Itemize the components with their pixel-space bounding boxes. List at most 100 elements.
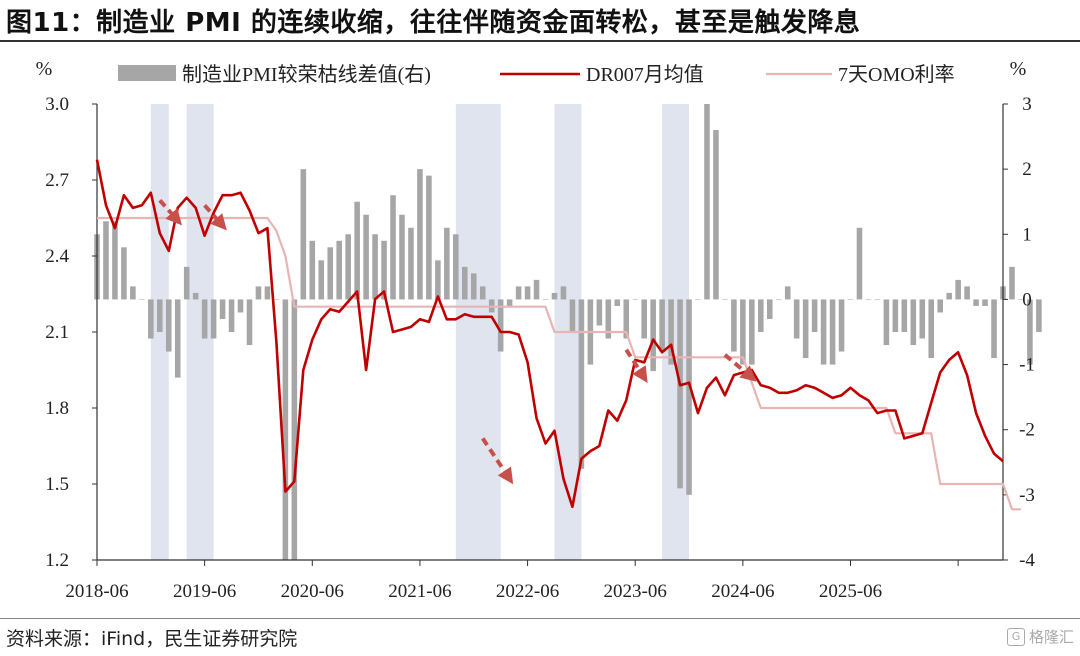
combo-chart: 3.0 2.7 2.4 2.1 1.8 1.5 1.2 3 2 1 0 -1 -2 -3 -4 2018-06… — [36, 58, 1042, 602]
legend-label-omo: 7天OMO利率 — [838, 63, 955, 86]
pmi-bar — [291, 299, 298, 560]
pmi-bar — [1009, 266, 1015, 300]
pmi-bar — [327, 247, 334, 300]
pmi-bar — [381, 240, 387, 300]
x-tick-label: 2019-06 — [173, 581, 236, 602]
trend-arrow — [158, 198, 182, 226]
pmi-bar — [192, 292, 199, 300]
pmi-bar — [668, 299, 674, 365]
trend-arrow — [203, 204, 227, 231]
pmi-bar — [973, 299, 979, 306]
title-divider — [0, 40, 1080, 42]
pmi-bar — [183, 266, 190, 300]
pmi-bar — [623, 299, 630, 339]
x-tick-label: 2021-06 — [388, 581, 451, 602]
left-tick-label: 2.7 — [45, 170, 69, 191]
pmi-bar — [919, 299, 926, 339]
shaded-region — [455, 104, 501, 560]
pmi-bar — [282, 299, 289, 560]
omo-line-group — [97, 216, 1021, 511]
shaded-region — [186, 104, 214, 560]
pmi-bar — [632, 299, 638, 300]
pmi-bar — [820, 299, 827, 365]
pmi-bar — [426, 175, 432, 300]
right-unit-label: % — [1010, 58, 1027, 80]
pmi-bar — [856, 227, 863, 300]
pmi-bar — [273, 299, 280, 300]
right-tick-label: -4 — [1019, 550, 1035, 571]
right-tick-label: -3 — [1019, 485, 1035, 506]
watermark-logo-icon: G — [1006, 627, 1025, 646]
pmi-bar — [309, 240, 316, 300]
pmi-bar — [435, 260, 441, 300]
trend-arrow — [624, 348, 648, 383]
pmi-bar — [417, 169, 423, 300]
pmi-bar — [264, 286, 271, 300]
pmi-bar — [165, 299, 172, 352]
right-tick-label: 0 — [1022, 289, 1032, 310]
pmi-bar — [829, 299, 836, 365]
pmi-bar — [811, 299, 818, 332]
pmi-bar — [955, 279, 961, 300]
left-tick-label: 1.8 — [45, 398, 69, 419]
pmi-bar — [363, 214, 369, 300]
pmi-bar — [650, 299, 656, 372]
pmi-bar — [731, 299, 737, 352]
watermark: G 格隆汇 — [1006, 626, 1074, 647]
pmi-bar — [883, 299, 890, 346]
pmi-bar — [784, 286, 791, 300]
page-title: 图11：制造业 PMI 的连续收缩，往往伴随资金面转松，甚至是触发降息 — [6, 8, 861, 38]
legend-label-dr007: DR007月均值 — [586, 63, 704, 86]
pmi-bar — [560, 286, 567, 300]
x-tick-label: 2020-06 — [281, 581, 344, 602]
legend-label-pmi: 制造业PMI较荣枯线差值(右) — [182, 63, 431, 86]
right-tick-label: 3 — [1022, 94, 1032, 115]
pmi-bar — [255, 286, 262, 300]
pmi-bar — [237, 299, 244, 313]
right-tick-label: 2 — [1022, 159, 1032, 180]
pmi-bar — [148, 299, 154, 339]
pmi-bar — [453, 234, 459, 300]
pmi-bar — [1018, 299, 1024, 300]
pmi-bar — [533, 279, 540, 300]
source-divider — [0, 618, 1080, 619]
left-tick-label: 3.0 — [45, 94, 69, 115]
pmi-bar — [506, 299, 513, 306]
x-tick-label: 2024-06 — [711, 581, 774, 602]
pmi-bar — [605, 299, 612, 339]
pmi-bar — [614, 299, 621, 306]
pmi-bar — [937, 299, 943, 313]
pmi-bar — [174, 299, 181, 378]
pmi-bar — [722, 299, 728, 300]
pmi-bar — [659, 299, 665, 352]
pmi-bar — [982, 299, 988, 306]
pmi-bar — [372, 234, 378, 300]
pmi-bar — [847, 299, 854, 300]
pmi-bar — [354, 201, 360, 300]
pmi-bar — [139, 299, 145, 300]
pmi-bar — [749, 299, 755, 365]
x-tick-label: 2025-06 — [819, 581, 882, 602]
pmi-bar — [246, 299, 253, 346]
pmi-bar — [201, 299, 208, 339]
pmi-bar — [695, 299, 701, 300]
pmi-bar — [874, 299, 881, 300]
pmi-bar — [103, 221, 109, 300]
pmi-bar — [390, 195, 396, 300]
pmi-bar — [892, 299, 899, 332]
pmi-bar — [542, 299, 549, 300]
left-unit-label: % — [36, 58, 53, 80]
pmi-bar — [121, 247, 127, 300]
left-tick-label: 1.5 — [45, 474, 69, 495]
pmi-bar — [766, 299, 773, 319]
x-tick-label: 2022-06 — [496, 581, 559, 602]
pmi-bar — [336, 240, 342, 300]
pmi-bar — [345, 234, 351, 300]
pmi-bar — [686, 299, 692, 495]
source-note: 资料来源：iFind，民生证券研究院 — [6, 628, 298, 650]
right-tick-label: -2 — [1019, 420, 1035, 441]
pmi-bar — [946, 292, 952, 300]
watermark-text: 格隆汇 — [1028, 628, 1074, 646]
legend: 制造业PMI较荣枯线差值(右) DR007月均值 7天OMO利率 — [118, 63, 955, 86]
dr007-line — [95, 159, 1004, 509]
